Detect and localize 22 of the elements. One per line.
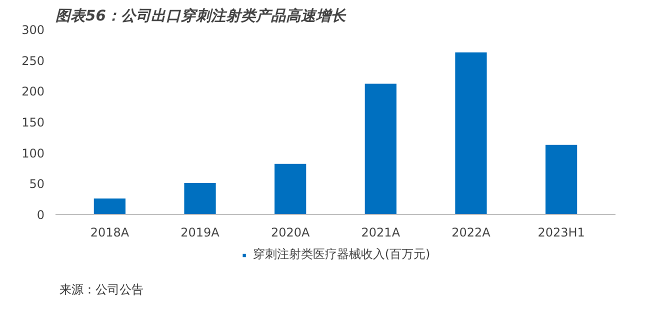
x-tick-label: 2019A bbox=[180, 226, 220, 240]
bar bbox=[546, 144, 578, 214]
y-tick-label: 200 bbox=[22, 84, 44, 99]
source-note: 来源：公司公告 bbox=[60, 282, 144, 296]
x-tick-label: 2021A bbox=[361, 226, 401, 240]
bar bbox=[94, 198, 126, 214]
x-tick-label: 2020A bbox=[270, 226, 311, 240]
chart-title: 图表56：公司出口穿刺注射类产品高速增长 bbox=[56, 8, 347, 24]
y-tick-label: 300 bbox=[22, 23, 44, 37]
y-tick-label: 250 bbox=[22, 54, 44, 68]
y-tick-label: 150 bbox=[22, 116, 44, 130]
x-tick-label: 2023H1 bbox=[538, 226, 585, 240]
y-tick-label: 100 bbox=[22, 146, 44, 160]
y-tick-label: 0 bbox=[36, 208, 45, 222]
bar bbox=[455, 52, 487, 214]
bar bbox=[184, 183, 216, 214]
bar bbox=[274, 164, 306, 214]
y-tick-label: 50 bbox=[29, 177, 45, 192]
bar bbox=[364, 84, 396, 214]
x-tick-label: 2022A bbox=[452, 226, 492, 240]
legend-label: 穿刺注射类医疗器械收入(百万元) bbox=[252, 246, 430, 263]
x-tick-label: 2018A bbox=[90, 226, 130, 240]
